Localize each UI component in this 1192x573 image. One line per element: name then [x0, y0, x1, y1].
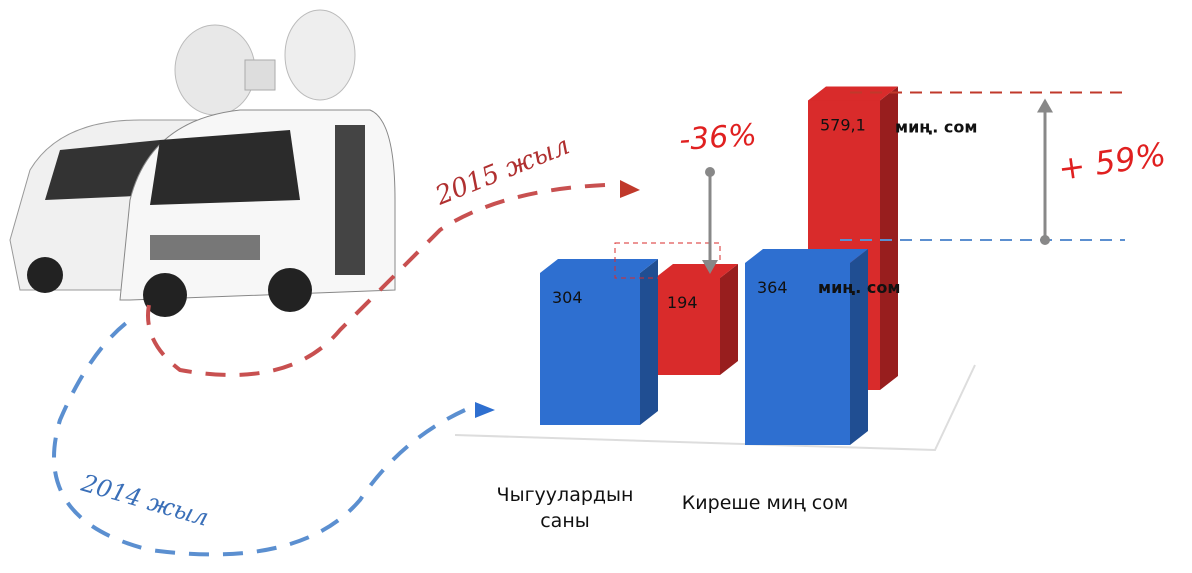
bar-side	[720, 264, 738, 375]
unit-label: миң. сом	[818, 278, 900, 297]
value-label: 304	[552, 288, 583, 307]
change-label: -36%	[678, 118, 758, 158]
change-label: + 59%	[1056, 135, 1168, 188]
category-label: Киреше миң сом	[680, 490, 850, 516]
blue-arrowhead	[475, 402, 495, 418]
arrow-dot	[1040, 235, 1050, 245]
van-illustration	[10, 10, 395, 317]
arrow-dot	[705, 167, 715, 177]
value-label: 364	[757, 278, 788, 297]
category-label: Чыгуулардын саны	[480, 482, 650, 534]
bar-side	[640, 259, 658, 425]
legend-label: 2014 жыл	[77, 469, 211, 532]
floor	[455, 365, 975, 450]
blue-curve-arrow	[54, 320, 465, 554]
value-label: 194	[667, 293, 698, 312]
bar-top	[540, 259, 658, 273]
value-label: 579,1	[820, 115, 866, 134]
bar-top	[745, 249, 868, 263]
unit-label: миң. сом	[895, 117, 977, 136]
page: 194 579,1 304 364 миң. сом миң. сом -36% + 59% 2…	[0, 0, 1192, 573]
red-arrowhead	[620, 180, 640, 198]
arrow-head	[1037, 98, 1053, 112]
